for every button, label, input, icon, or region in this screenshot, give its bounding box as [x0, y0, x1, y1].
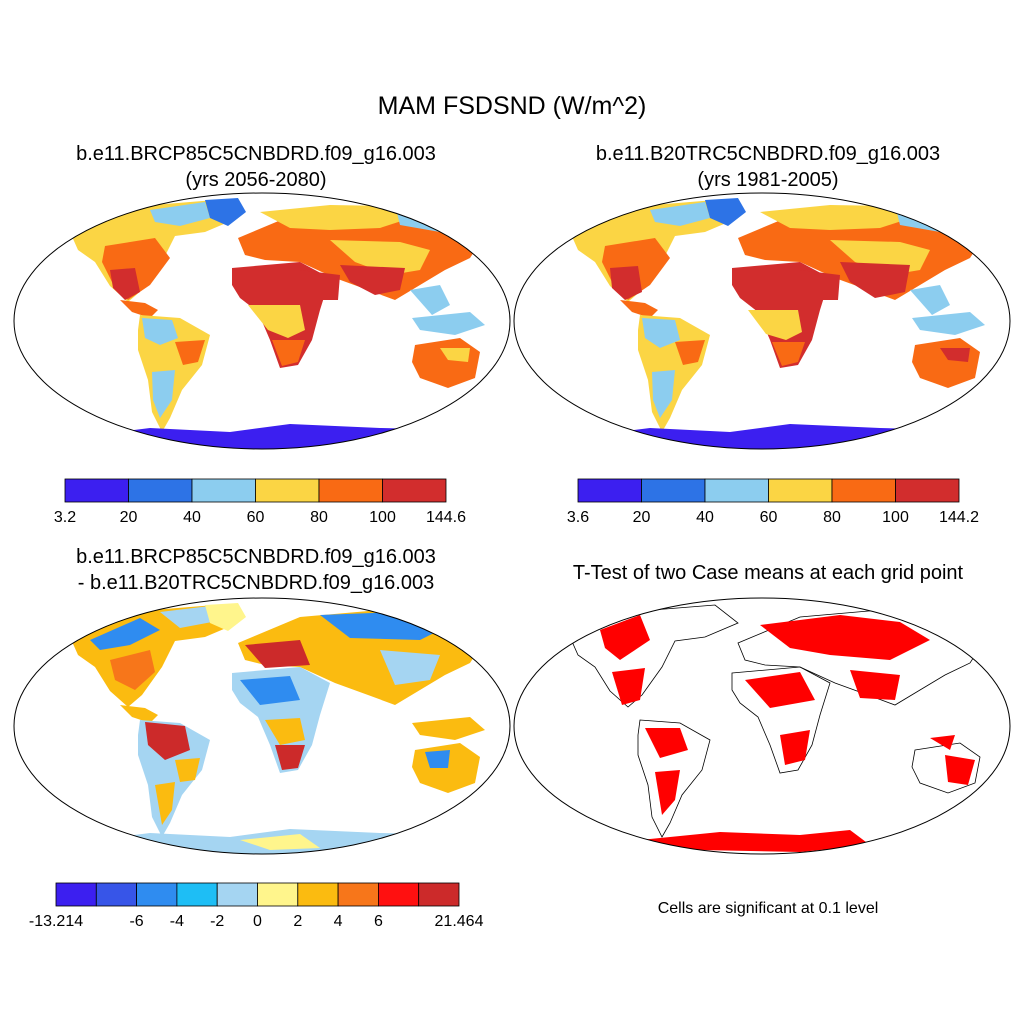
panel3-colorbar-label: 21.464: [435, 913, 484, 930]
panel3-colorbar-box: [377, 882, 420, 907]
panel3-colorbar-box: [418, 882, 460, 907]
significance-note: Cells are significant at 0.1 level: [657, 900, 879, 917]
panel1-title-line1: b.e11.BRCP85C5CNBDRD.f09_g16.003: [76, 143, 436, 165]
panel2-colorbar-box: [577, 478, 642, 503]
panel2-colorbar-label: 60: [760, 509, 778, 526]
panel1-map: [13, 192, 511, 450]
panel3-colorbar-box: [176, 882, 218, 907]
panel3-colorbar-box: [216, 882, 258, 907]
panel1-landmass: [40, 198, 500, 449]
panel4-title: T-Test of two Case means at each grid po…: [572, 562, 964, 584]
panel1-colorbar-label: 20: [120, 509, 138, 526]
panel2-title-line2: (yrs 1981-2005): [697, 169, 839, 191]
panel1-colorbar-box: [318, 478, 383, 503]
panel3-colorbar-box: [136, 882, 178, 907]
panel2-colorbar-box: [831, 478, 896, 503]
panel2-title-line1: b.e11.B20TRC5CNBDRD.f09_g16.003: [595, 143, 941, 165]
panel1-colorbar-box: [382, 478, 447, 503]
panel3-colorbar-label: -6: [129, 913, 143, 930]
panel1-colorbar-box: [128, 478, 193, 503]
panel2-map: [513, 192, 1011, 450]
panel3-colorbar-label: 4: [334, 913, 343, 930]
panel3-colorbar-label: 2: [293, 913, 302, 930]
panel1-colorbar: 3.2 20 40 60 80 100 144.6: [54, 478, 466, 526]
panel3-colorbar-label: -13.214: [29, 913, 83, 930]
panel2-colorbar-label: 144.2: [939, 509, 979, 526]
panel3-colorbar-box: [257, 882, 299, 907]
panel3-colorbar-label: -4: [170, 913, 184, 930]
panel3-colorbar: -13.214 -6 -4 -2 0 2 4 6 21.464: [29, 882, 484, 930]
panel1-colorbar-box: [255, 478, 320, 503]
panel2-colorbar-box: [641, 478, 706, 503]
panel3-colorbar-box: [55, 882, 97, 907]
main-title: MAM FSDSND (W/m^2): [377, 92, 647, 120]
panel4-map: [513, 597, 1011, 855]
panel3-map: [13, 597, 511, 855]
panel2-colorbar-label: 3.6: [567, 509, 589, 526]
panel3-title-line2: - b.e11.B20TRC5CNBDRD.f09_g16.003: [77, 572, 435, 594]
panel3-colorbar-box: [95, 882, 138, 907]
panel1-colorbar-label: 3.2: [54, 509, 76, 526]
panel1-colorbar-label: 60: [247, 509, 265, 526]
panel2-colorbar-box: [704, 478, 769, 503]
panel2-colorbar: 3.6 20 40 60 80 100 144.2: [567, 478, 979, 526]
panel3-title-line1: b.e11.BRCP85C5CNBDRD.f09_g16.003: [76, 546, 436, 568]
panel3-colorbar-label: -2: [210, 913, 224, 930]
panel1-colorbar-label: 144.6: [426, 509, 466, 526]
panel4-significant-cells: [600, 615, 975, 852]
panel3-colorbar-label: 6: [374, 913, 383, 930]
panel2-colorbar-label: 100: [882, 509, 909, 526]
panel1-title-line2: (yrs 2056-2080): [185, 169, 327, 191]
panel1-colorbar-box: [191, 478, 256, 503]
panel1-colorbar-box: [64, 478, 129, 503]
panel2-colorbar-box: [895, 478, 960, 503]
panel3-landmass: [40, 603, 500, 854]
panel3-colorbar-label: 0: [253, 913, 262, 930]
panel1-colorbar-label: 40: [183, 509, 201, 526]
panel1-colorbar-label: 80: [310, 509, 328, 526]
panel2-colorbar-label: 40: [696, 509, 714, 526]
panel3-colorbar-box: [297, 882, 339, 907]
panel3-colorbar-box: [337, 882, 379, 907]
panel2-colorbar-label: 80: [823, 509, 841, 526]
panel1-colorbar-label: 100: [369, 509, 396, 526]
panel2-colorbar-box: [768, 478, 833, 503]
panel2-colorbar-label: 20: [633, 509, 651, 526]
